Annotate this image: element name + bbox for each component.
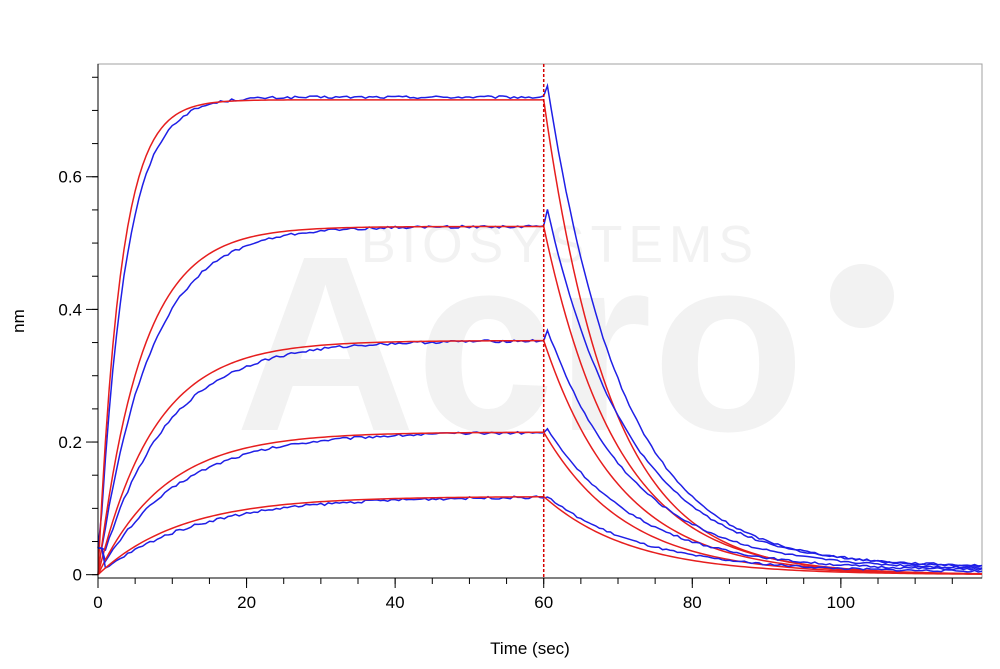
curves — [97, 82, 983, 576]
watermark-dot — [830, 264, 894, 328]
fit-curve — [97, 496, 983, 576]
y-tick-label: 0 — [73, 566, 82, 585]
x-axis-title: Time (sec) — [490, 639, 570, 658]
fit-curve — [97, 431, 983, 576]
x-tick-label: 40 — [386, 593, 405, 612]
y-axis-title: nm — [9, 309, 28, 333]
x-tick-label: 80 — [683, 593, 702, 612]
x-tick-label: 20 — [237, 593, 256, 612]
x-tick-label: 0 — [93, 593, 102, 612]
y-tick-label: 0.4 — [58, 300, 82, 319]
y-tick-label: 0.2 — [58, 433, 82, 452]
axes: 0 20 40 60 80 100 0 0.2 0.4 0.6 — [58, 64, 982, 612]
watermark-company: BIOSYSTEMS — [361, 216, 759, 274]
x-tick-label: 100 — [827, 593, 855, 612]
y-tick-label: 0.6 — [58, 168, 82, 187]
measured-curve — [98, 495, 983, 573]
x-tick-label: 60 — [534, 593, 553, 612]
